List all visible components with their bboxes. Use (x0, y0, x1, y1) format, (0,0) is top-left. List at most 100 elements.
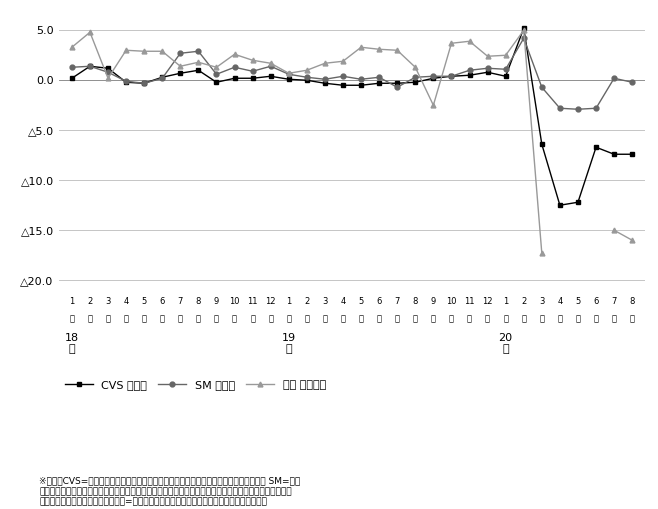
外食 外食全店 (159, 48, 166, 54)
外食 外食全店 (484, 53, 492, 60)
外食 外食全店 (195, 59, 203, 65)
CVS 既存店 (266, 73, 274, 79)
SM 既存店 (484, 65, 492, 71)
SM 既存店 (447, 73, 455, 79)
Text: 月: 月 (305, 315, 309, 324)
外食 外食全店 (430, 102, 438, 108)
外食 外食全店 (285, 70, 293, 76)
Line: SM 既存店: SM 既存店 (70, 36, 634, 111)
CVS 既存店 (104, 65, 112, 71)
Legend: CVS 既存店, SM 既存店, 外食 外食全店: CVS 既存店, SM 既存店, 外食 外食全店 (64, 379, 326, 390)
SM 既存店 (520, 35, 528, 41)
CVS 既存店 (538, 141, 545, 147)
外食 外食全店 (538, 250, 545, 257)
Text: 月: 月 (340, 315, 345, 324)
CVS 既存店 (393, 80, 401, 87)
SM 既存店 (501, 66, 509, 72)
Text: 月: 月 (594, 315, 599, 324)
外食 外食全店 (466, 38, 474, 44)
SM 既存店 (430, 73, 438, 79)
SM 既存店 (68, 64, 76, 70)
SM 既存店 (249, 68, 257, 74)
Text: 月: 月 (630, 315, 635, 324)
CVS 既存店 (430, 75, 438, 81)
SM 既存店 (140, 80, 148, 87)
外食 外食全店 (357, 44, 365, 50)
Text: 月: 月 (540, 315, 544, 324)
CVS 既存店 (213, 79, 220, 86)
Text: 月: 月 (286, 315, 291, 324)
Text: 月: 月 (449, 315, 454, 324)
外食 外食全店 (303, 67, 311, 73)
Text: 月: 月 (395, 315, 399, 324)
CVS 既存店 (411, 79, 419, 86)
Text: 月: 月 (376, 315, 382, 324)
外食 外食全店 (520, 27, 528, 33)
SM 既存店 (556, 105, 564, 111)
Text: 月: 月 (88, 315, 92, 324)
外食 外食全店 (140, 48, 148, 54)
SM 既存店 (628, 79, 636, 86)
外食 外食全店 (266, 60, 274, 66)
SM 既存店 (303, 74, 311, 80)
SM 既存店 (321, 76, 329, 82)
CVS 既存店 (466, 72, 474, 78)
Text: 20
年: 20 年 (499, 333, 513, 354)
Text: 月: 月 (250, 315, 255, 324)
SM 既存店 (195, 48, 203, 54)
SM 既存店 (538, 84, 545, 90)
SM 既存店 (375, 74, 383, 80)
SM 既存店 (86, 63, 94, 69)
SM 既存店 (339, 73, 347, 79)
Text: 月: 月 (413, 315, 418, 324)
外食 外食全店 (411, 64, 419, 70)
CVS 既存店 (140, 80, 148, 87)
CVS 既存店 (159, 74, 166, 80)
外食 外食全店 (176, 63, 184, 69)
Text: 月: 月 (124, 315, 128, 324)
CVS 既存店 (447, 73, 455, 79)
外食 外食全店 (68, 44, 76, 50)
CVS 既存店 (195, 67, 203, 73)
SM 既存店 (574, 106, 582, 112)
CVS 既存店 (230, 75, 238, 81)
Text: 月: 月 (69, 315, 74, 324)
SM 既存店 (266, 63, 274, 69)
Text: ※出典：CVS=日本フランチャイズチェーン協会、「日配食品」の既存店売上高前年比。 SM=日本
スーパーマーケット協会、オール日本スーパーマーケット協会、全国ス: ※出典：CVS=日本フランチャイズチェーン協会、「日配食品」の既存店売上高前年比… (39, 476, 301, 506)
CVS 既存店 (610, 151, 618, 157)
SM 既存店 (357, 76, 365, 82)
Text: 月: 月 (232, 315, 237, 324)
外食 外食全店 (230, 51, 238, 58)
CVS 既存店 (303, 77, 311, 83)
CVS 既存店 (68, 75, 76, 81)
SM 既存店 (159, 75, 166, 81)
CVS 既存店 (375, 80, 383, 87)
Line: 外食 外食全店: 外食 外食全店 (70, 28, 544, 256)
外食 外食全店 (122, 47, 130, 53)
CVS 既存店 (484, 69, 492, 75)
Text: 月: 月 (160, 315, 164, 324)
CVS 既存店 (501, 73, 509, 79)
SM 既存店 (104, 69, 112, 75)
Text: 月: 月 (612, 315, 617, 324)
SM 既存店 (176, 50, 184, 56)
外食 外食全店 (501, 52, 509, 59)
Text: 月: 月 (214, 315, 219, 324)
SM 既存店 (393, 84, 401, 90)
Text: 月: 月 (576, 315, 580, 324)
CVS 既存店 (357, 82, 365, 89)
Line: CVS 既存店: CVS 既存店 (70, 26, 634, 208)
CVS 既存店 (86, 63, 94, 69)
Text: 18
年: 18 年 (64, 333, 79, 354)
CVS 既存店 (628, 151, 636, 157)
Text: 月: 月 (431, 315, 436, 324)
SM 既存店 (466, 67, 474, 73)
外食 外食全店 (321, 60, 329, 66)
CVS 既存店 (321, 80, 329, 87)
Text: 月: 月 (521, 315, 526, 324)
Text: 19
年: 19 年 (282, 333, 296, 354)
SM 既存店 (610, 75, 618, 81)
CVS 既存店 (249, 75, 257, 81)
Text: 月: 月 (485, 315, 490, 324)
CVS 既存店 (574, 199, 582, 205)
